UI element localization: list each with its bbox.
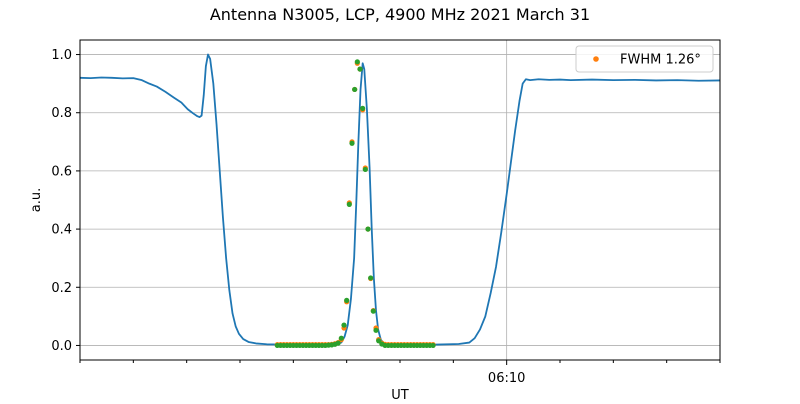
series-green-point — [352, 86, 358, 93]
legend-marker-fwhm — [593, 56, 599, 62]
series-green-point — [376, 338, 382, 344]
series-green-point — [430, 342, 436, 349]
series-green-point — [346, 201, 352, 207]
series-green-point — [341, 322, 347, 328]
legend-label-fwhm: FWHM 1.26° — [620, 53, 701, 68]
grid-lines — [80, 40, 720, 360]
series-green-point — [373, 327, 379, 333]
series-green-point — [365, 226, 371, 232]
y-tick-label: 0.6 — [51, 164, 72, 179]
series-green-point — [360, 105, 366, 111]
series-line — [79, 53, 721, 346]
series-green-point — [354, 59, 360, 65]
axis-ticks: 0.0 0.2 0.4 0.6 0.8 1.0 06:10 — [51, 48, 721, 386]
series-green-point — [368, 275, 374, 281]
series-green-point — [370, 308, 376, 314]
series-green-point — [344, 297, 350, 303]
y-tick-label: 0.0 — [51, 339, 72, 354]
y-tick-label: 0.4 — [51, 223, 72, 238]
plot-series — [79, 53, 721, 349]
y-tick-label: 0.2 — [51, 281, 72, 296]
y-tick-label: 1.0 — [51, 48, 72, 63]
series-green-point — [335, 340, 341, 346]
series-green-point — [362, 166, 368, 173]
chart-title: Antenna N3005, LCP, 4900 MHz 2021 March … — [210, 5, 590, 24]
series-green-point — [338, 335, 344, 341]
series-green-point — [357, 66, 363, 72]
plot-frame — [79, 39, 721, 361]
x-tick-label: 06:10 — [488, 371, 525, 386]
legend-box — [575, 45, 714, 73]
series-green-point — [349, 140, 355, 146]
x-axis-label: UT — [391, 388, 409, 400]
y-tick-label: 0.8 — [51, 106, 72, 121]
y-axis-label: a.u. — [29, 188, 44, 212]
legend: FWHM 1.26° — [575, 45, 714, 73]
